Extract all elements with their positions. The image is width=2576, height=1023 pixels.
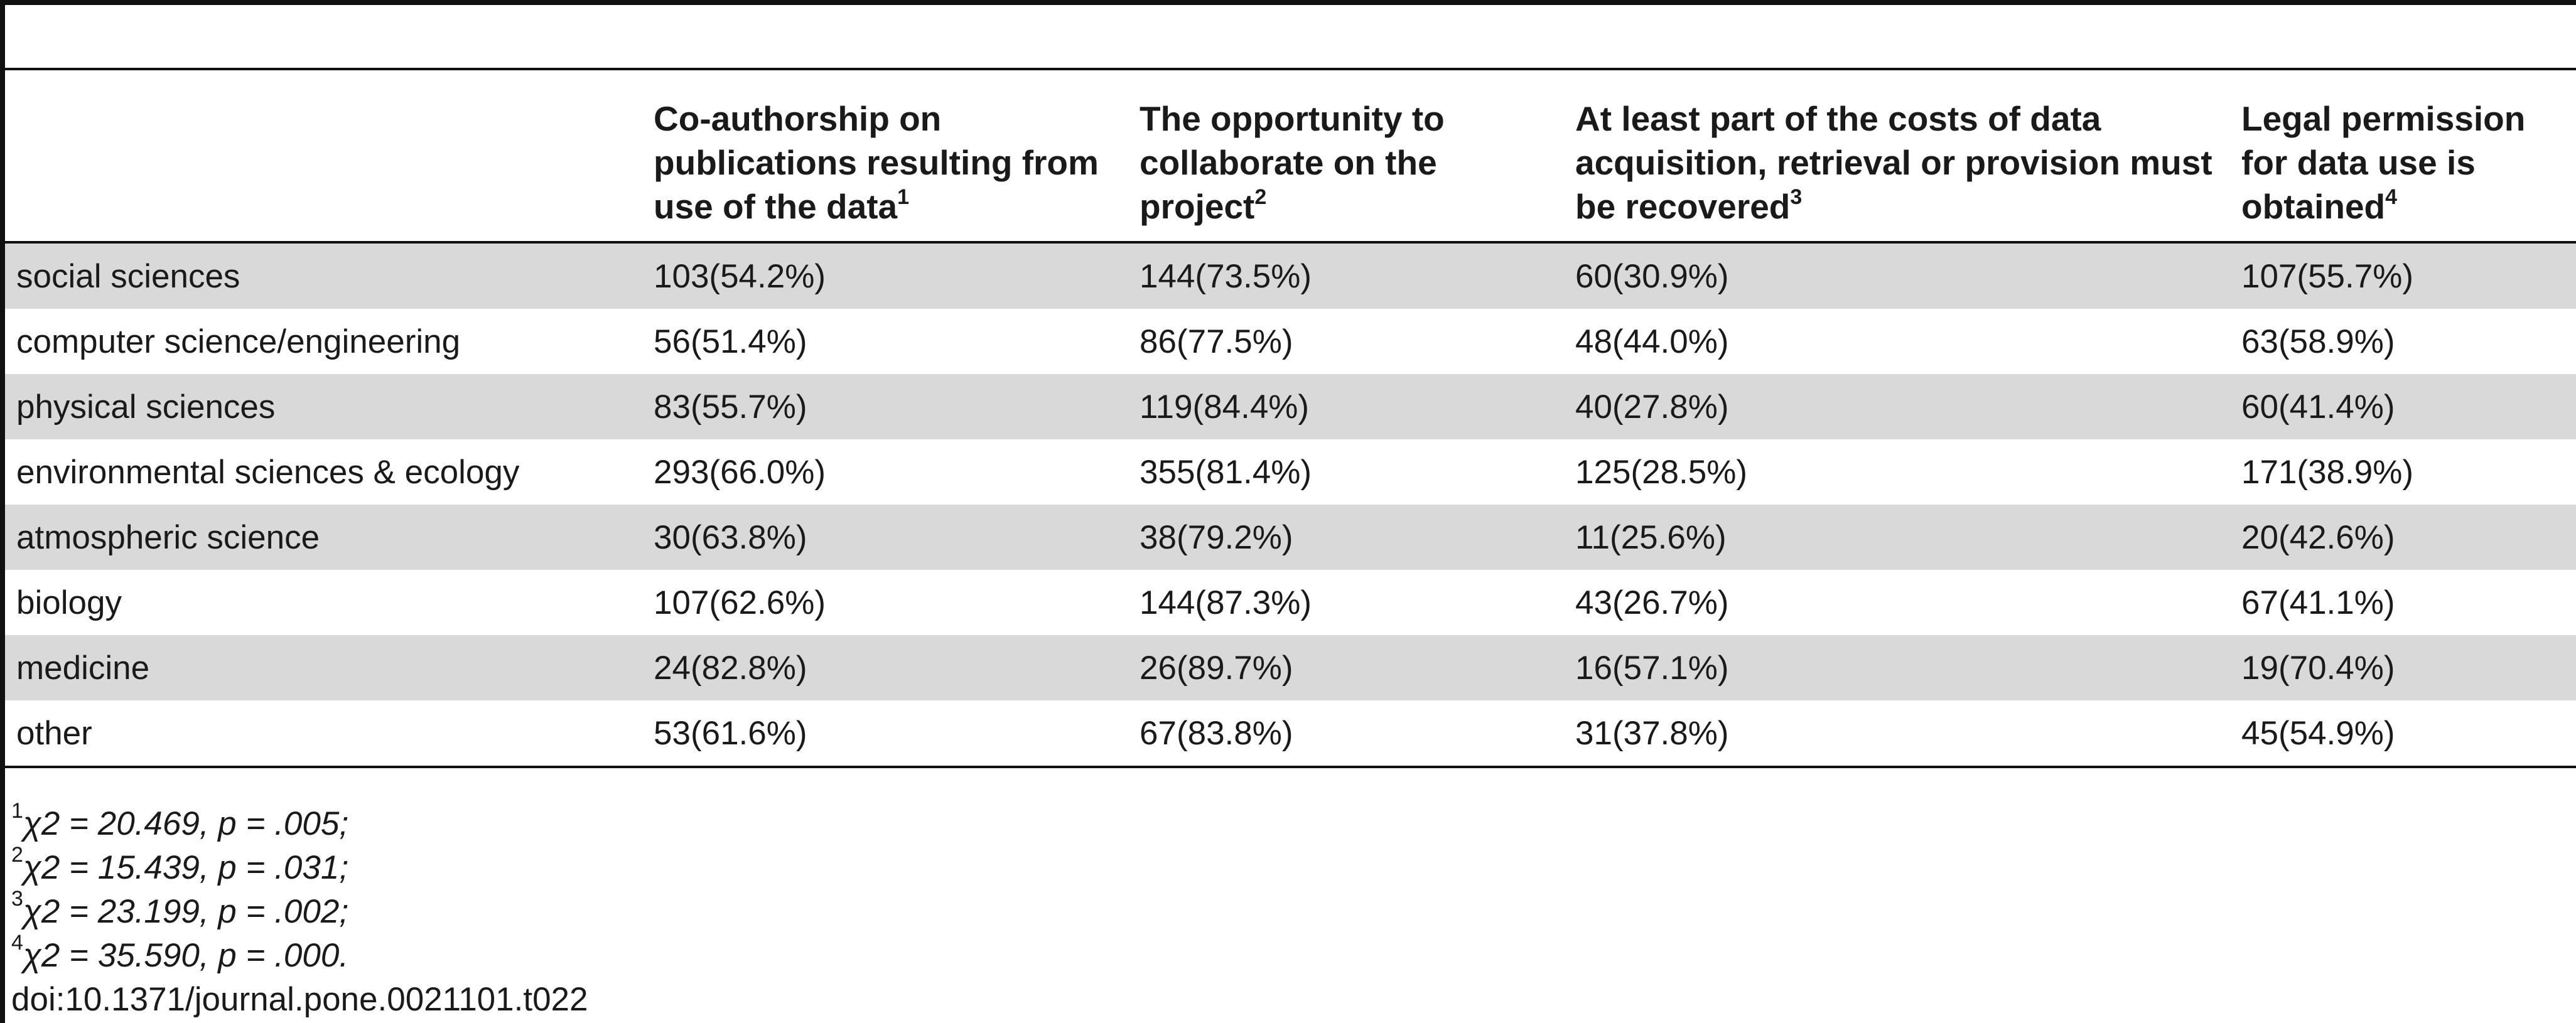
top-border-rule — [0, 0, 2576, 5]
collaboration-cell: 38(79.2%) — [1131, 505, 1566, 570]
table-row: other 53(61.6%) 67(83.8%) 31(37.8%) 45(5… — [5, 700, 2576, 768]
coauthorship-cell: 53(61.6%) — [645, 700, 1131, 768]
collaboration-cell: 119(84.4%) — [1131, 374, 1566, 439]
collaboration-cell: 144(87.3%) — [1140, 584, 1312, 621]
footnote-marker: 1 — [11, 799, 23, 823]
table-body: social sciences 103(54.2%) 144(73.5%) 60… — [5, 242, 2576, 768]
coauthorship-cell: 24(82.8%) — [645, 635, 1131, 700]
row-field-cell: biology — [16, 584, 122, 621]
collaboration-cell: 67(83.8%) — [1131, 700, 1566, 768]
collaboration-cell: 144(73.5%) — [1131, 242, 1566, 309]
footnote-text: χ2 = 15.439, p = .031; — [23, 849, 349, 886]
row-field-cell: physical sciences — [5, 374, 645, 439]
column-header-coauthorship: Co-authorship on publications resulting … — [645, 68, 1131, 244]
footnote-chi-square-1: 1χ2 = 20.469, p = .005; — [11, 799, 1581, 846]
column-header-field — [5, 68, 645, 244]
footnote-marker: 2 — [11, 843, 23, 867]
cost-recovery-cell: 48(44.0%) — [1575, 323, 1729, 360]
column-header-label: Legal permission for data use is obtaine… — [2241, 99, 2526, 226]
footnote-marker: 1 — [897, 185, 910, 209]
column-header-label: The opportunity to collaborate on the pr… — [1140, 99, 1445, 226]
coauthorship-cell: 56(51.4%) — [654, 323, 807, 360]
row-field-cell: medicine — [5, 635, 645, 700]
cost-recovery-cell: 16(57.1%) — [1566, 635, 2233, 700]
cost-recovery-cell: 60(30.9%) — [1566, 242, 2233, 309]
table-row: environmental sciences & ecology 293(66.… — [5, 439, 2576, 505]
cost-recovery-cell: 40(27.8%) — [1566, 374, 2233, 439]
cost-recovery-cell: 11(25.6%) — [1566, 505, 2233, 570]
coauthorship-cell: 30(63.8%) — [645, 505, 1131, 570]
legal-permission-cell: 19(70.4%) — [2233, 635, 2576, 700]
footnote-text: χ2 = 23.199, p = .002; — [23, 893, 349, 930]
collaboration-cell: 26(89.7%) — [1131, 635, 1566, 700]
footnote-marker: 3 — [11, 887, 23, 911]
column-header-legal-permission: Legal permission for data use is obtaine… — [2233, 68, 2576, 244]
row-field-cell: environmental sciences & ecology — [16, 453, 520, 491]
cost-recovery-cell: 43(26.7%) — [1575, 584, 1729, 621]
doi-citation: doi:10.1371/journal.pone.0021101.t022 — [11, 981, 588, 1018]
legal-permission-cell: 67(41.1%) — [2241, 584, 2395, 621]
coauthorship-cell: 107(62.6%) — [654, 584, 826, 621]
table-row: atmospheric science 30(63.8%) 38(79.2%) … — [5, 505, 2576, 570]
column-header-collaboration: The opportunity to collaborate on the pr… — [1131, 68, 1566, 244]
footnote-text: χ2 = 35.590, p = .000. — [23, 937, 349, 974]
legal-permission-cell: 63(58.9%) — [2241, 323, 2395, 360]
footnote-chi-square-3: 3χ2 = 23.199, p = .002; — [11, 887, 1581, 934]
cost-recovery-cell: 31(37.8%) — [1566, 700, 2233, 768]
cost-recovery-cell: 125(28.5%) — [1575, 453, 1748, 491]
footnote-marker: 2 — [1254, 185, 1267, 209]
coauthorship-cell: 83(55.7%) — [645, 374, 1131, 439]
row-field-cell: social sciences — [5, 242, 645, 309]
legal-permission-cell: 20(42.6%) — [2233, 505, 2576, 570]
table-row: biology 107(62.6%) 144(87.3%) 43(26.7%) … — [5, 570, 2576, 635]
row-field-cell: computer science/engineering — [16, 323, 461, 360]
table-footnotes: 1χ2 = 20.469, p = .005; 2χ2 = 15.439, p … — [11, 799, 1581, 1022]
collaboration-cell: 355(81.4%) — [1140, 453, 1312, 491]
legal-permission-cell: 45(54.9%) — [2233, 700, 2576, 768]
footnote-marker: 4 — [2385, 185, 2398, 209]
column-header-label: Co-authorship on publications resulting … — [654, 99, 1099, 226]
footnote-chi-square-4: 4χ2 = 35.590, p = .000. — [11, 931, 1581, 978]
coauthorship-cell: 103(54.2%) — [645, 242, 1131, 309]
data-table: Co-authorship on publications resulting … — [5, 68, 2576, 768]
table-row: physical sciences 83(55.7%) 119(84.4%) 4… — [5, 374, 2576, 439]
footnote-marker: 4 — [11, 931, 23, 955]
data-table-container: Co-authorship on publications resulting … — [5, 68, 2576, 768]
table-row: social sciences 103(54.2%) 144(73.5%) 60… — [5, 242, 2576, 309]
column-header-cost-recovery: At least part of the costs of data acqui… — [1566, 68, 2233, 244]
footnote-marker: 3 — [1790, 185, 1803, 209]
row-field-cell: other — [5, 700, 645, 768]
table-row: computer science/engineering 56(51.4%) 8… — [5, 309, 2576, 374]
footnote-text: χ2 = 20.469, p = .005; — [23, 805, 349, 842]
table-header-row: Co-authorship on publications resulting … — [5, 68, 2576, 244]
table-row: medicine 24(82.8%) 26(89.7%) 16(57.1%) 1… — [5, 635, 2576, 700]
coauthorship-cell: 293(66.0%) — [654, 453, 826, 491]
column-header-label: At least part of the costs of data acqui… — [1575, 99, 2212, 226]
legal-permission-cell: 107(55.7%) — [2233, 242, 2576, 309]
left-border-rule — [0, 0, 5, 1023]
legal-permission-cell: 171(38.9%) — [2241, 453, 2414, 491]
collaboration-cell: 86(77.5%) — [1140, 323, 1293, 360]
footnote-chi-square-2: 2χ2 = 15.439, p = .031; — [11, 843, 1581, 890]
row-field-cell: atmospheric science — [5, 505, 645, 570]
legal-permission-cell: 60(41.4%) — [2233, 374, 2576, 439]
